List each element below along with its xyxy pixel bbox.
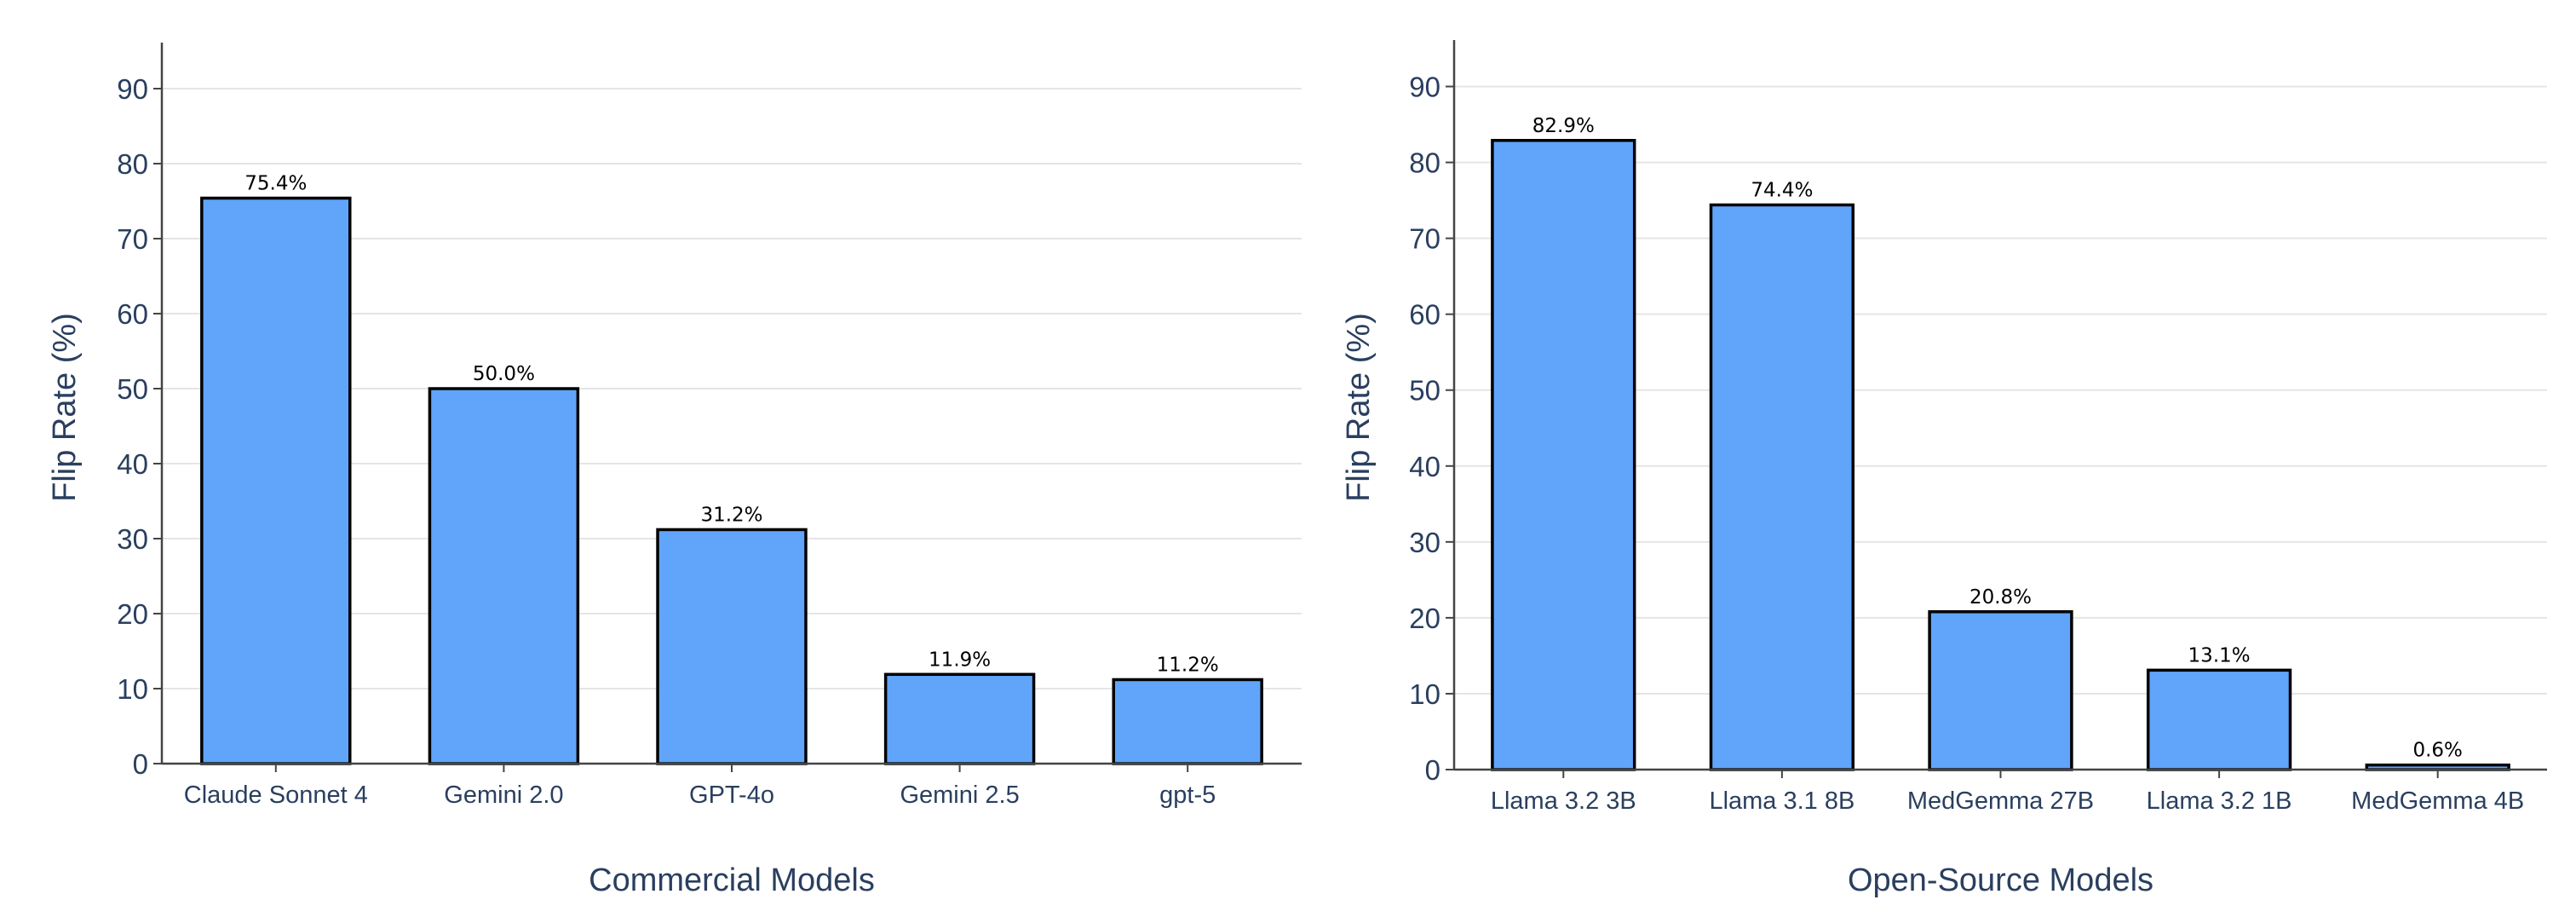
panel-1-bar <box>883 672 1036 765</box>
panel-2-data-label: 0.6% <box>2412 740 2462 762</box>
panel-1-y-tick-label: 10 <box>117 673 148 705</box>
panel-2-category-label: MedGemma 27B <box>1907 787 2094 815</box>
panel-1-y-tick-label: 90 <box>117 73 148 105</box>
panel-2-y-tick-label: 50 <box>1409 375 1440 407</box>
panel-1-y-tick-label: 60 <box>117 298 148 330</box>
panel-2-data-label: 82.9% <box>1532 115 1595 137</box>
panel-1-y-tick-label: 70 <box>117 223 148 255</box>
panel-1-data-label: 11.2% <box>1157 654 1219 676</box>
panel-1-bar <box>656 528 808 765</box>
panel-2-y-tick-label: 60 <box>1409 299 1440 331</box>
panel-2-data-label: 20.8% <box>1969 586 2032 609</box>
panel-1-y-tick-label: 20 <box>117 598 148 630</box>
panel-1-category-label: gpt-5 <box>1159 782 1216 809</box>
panel-2-data-label: 13.1% <box>2188 644 2251 666</box>
panel-2-y-axis-title: Flip Rate (%) <box>1341 313 1377 502</box>
panel-1-data-label: 31.2% <box>700 504 762 526</box>
panel-2-category-label: Llama 3.2 1B <box>2147 787 2292 815</box>
panel-1-y-tick-label: 80 <box>117 148 148 180</box>
panel-1-category-label: Gemini 2.5 <box>900 782 1019 809</box>
panel-2-y-tick-label: 10 <box>1409 678 1440 710</box>
panel-2-data-label: 74.4% <box>1751 179 1813 201</box>
panel-2-category-label: Llama 3.2 3B <box>1491 787 1636 815</box>
panel-2-y-tick-label: 30 <box>1409 527 1440 558</box>
panel-1-category-label: GPT-4o <box>689 782 774 809</box>
panel-2-y-tick-label: 90 <box>1409 72 1440 103</box>
panel-2-x-axis-title: Open-Source Models <box>1848 862 2153 898</box>
panel-2-y-tick-label: 0 <box>1425 754 1440 786</box>
panel-1-data-label: 11.9% <box>929 649 991 671</box>
panel-1-category-label: Gemini 2.0 <box>444 782 563 809</box>
panel-1-category-label: Claude Sonnet 4 <box>184 782 368 809</box>
panel-2-y-tick-label: 20 <box>1409 603 1440 634</box>
panel-2-bar <box>2146 668 2292 771</box>
panel-1-bar <box>200 196 352 765</box>
panel-1-bar <box>1112 678 1263 765</box>
panel-1-y-tick-label: 30 <box>117 523 148 555</box>
panel-2-bar <box>1709 203 1855 771</box>
panel-1-y-tick-label: 0 <box>133 748 148 780</box>
panel-1-bar <box>428 387 580 765</box>
panel-1-y-tick-label: 40 <box>117 448 148 480</box>
panel-1-y-axis-title: Flip Rate (%) <box>47 313 83 502</box>
panel-1-y-tick-label: 50 <box>117 373 148 405</box>
panel-1-x-axis-title: Commercial Models <box>589 862 875 898</box>
panel-2-category-label: Llama 3.1 8B <box>1709 787 1854 815</box>
panel-2-bar <box>1928 610 2073 771</box>
panel-2-bar <box>1491 139 1636 771</box>
panel-2-y-tick-label: 70 <box>1409 223 1440 255</box>
panel-1-data-label: 50.0% <box>473 363 535 385</box>
panel-2-y-tick-label: 80 <box>1409 147 1440 179</box>
panel-2-y-tick-label: 40 <box>1409 451 1440 482</box>
panel-1-data-label: 75.4% <box>244 172 307 194</box>
panel-2-category-label: MedGemma 4B <box>2351 787 2524 815</box>
